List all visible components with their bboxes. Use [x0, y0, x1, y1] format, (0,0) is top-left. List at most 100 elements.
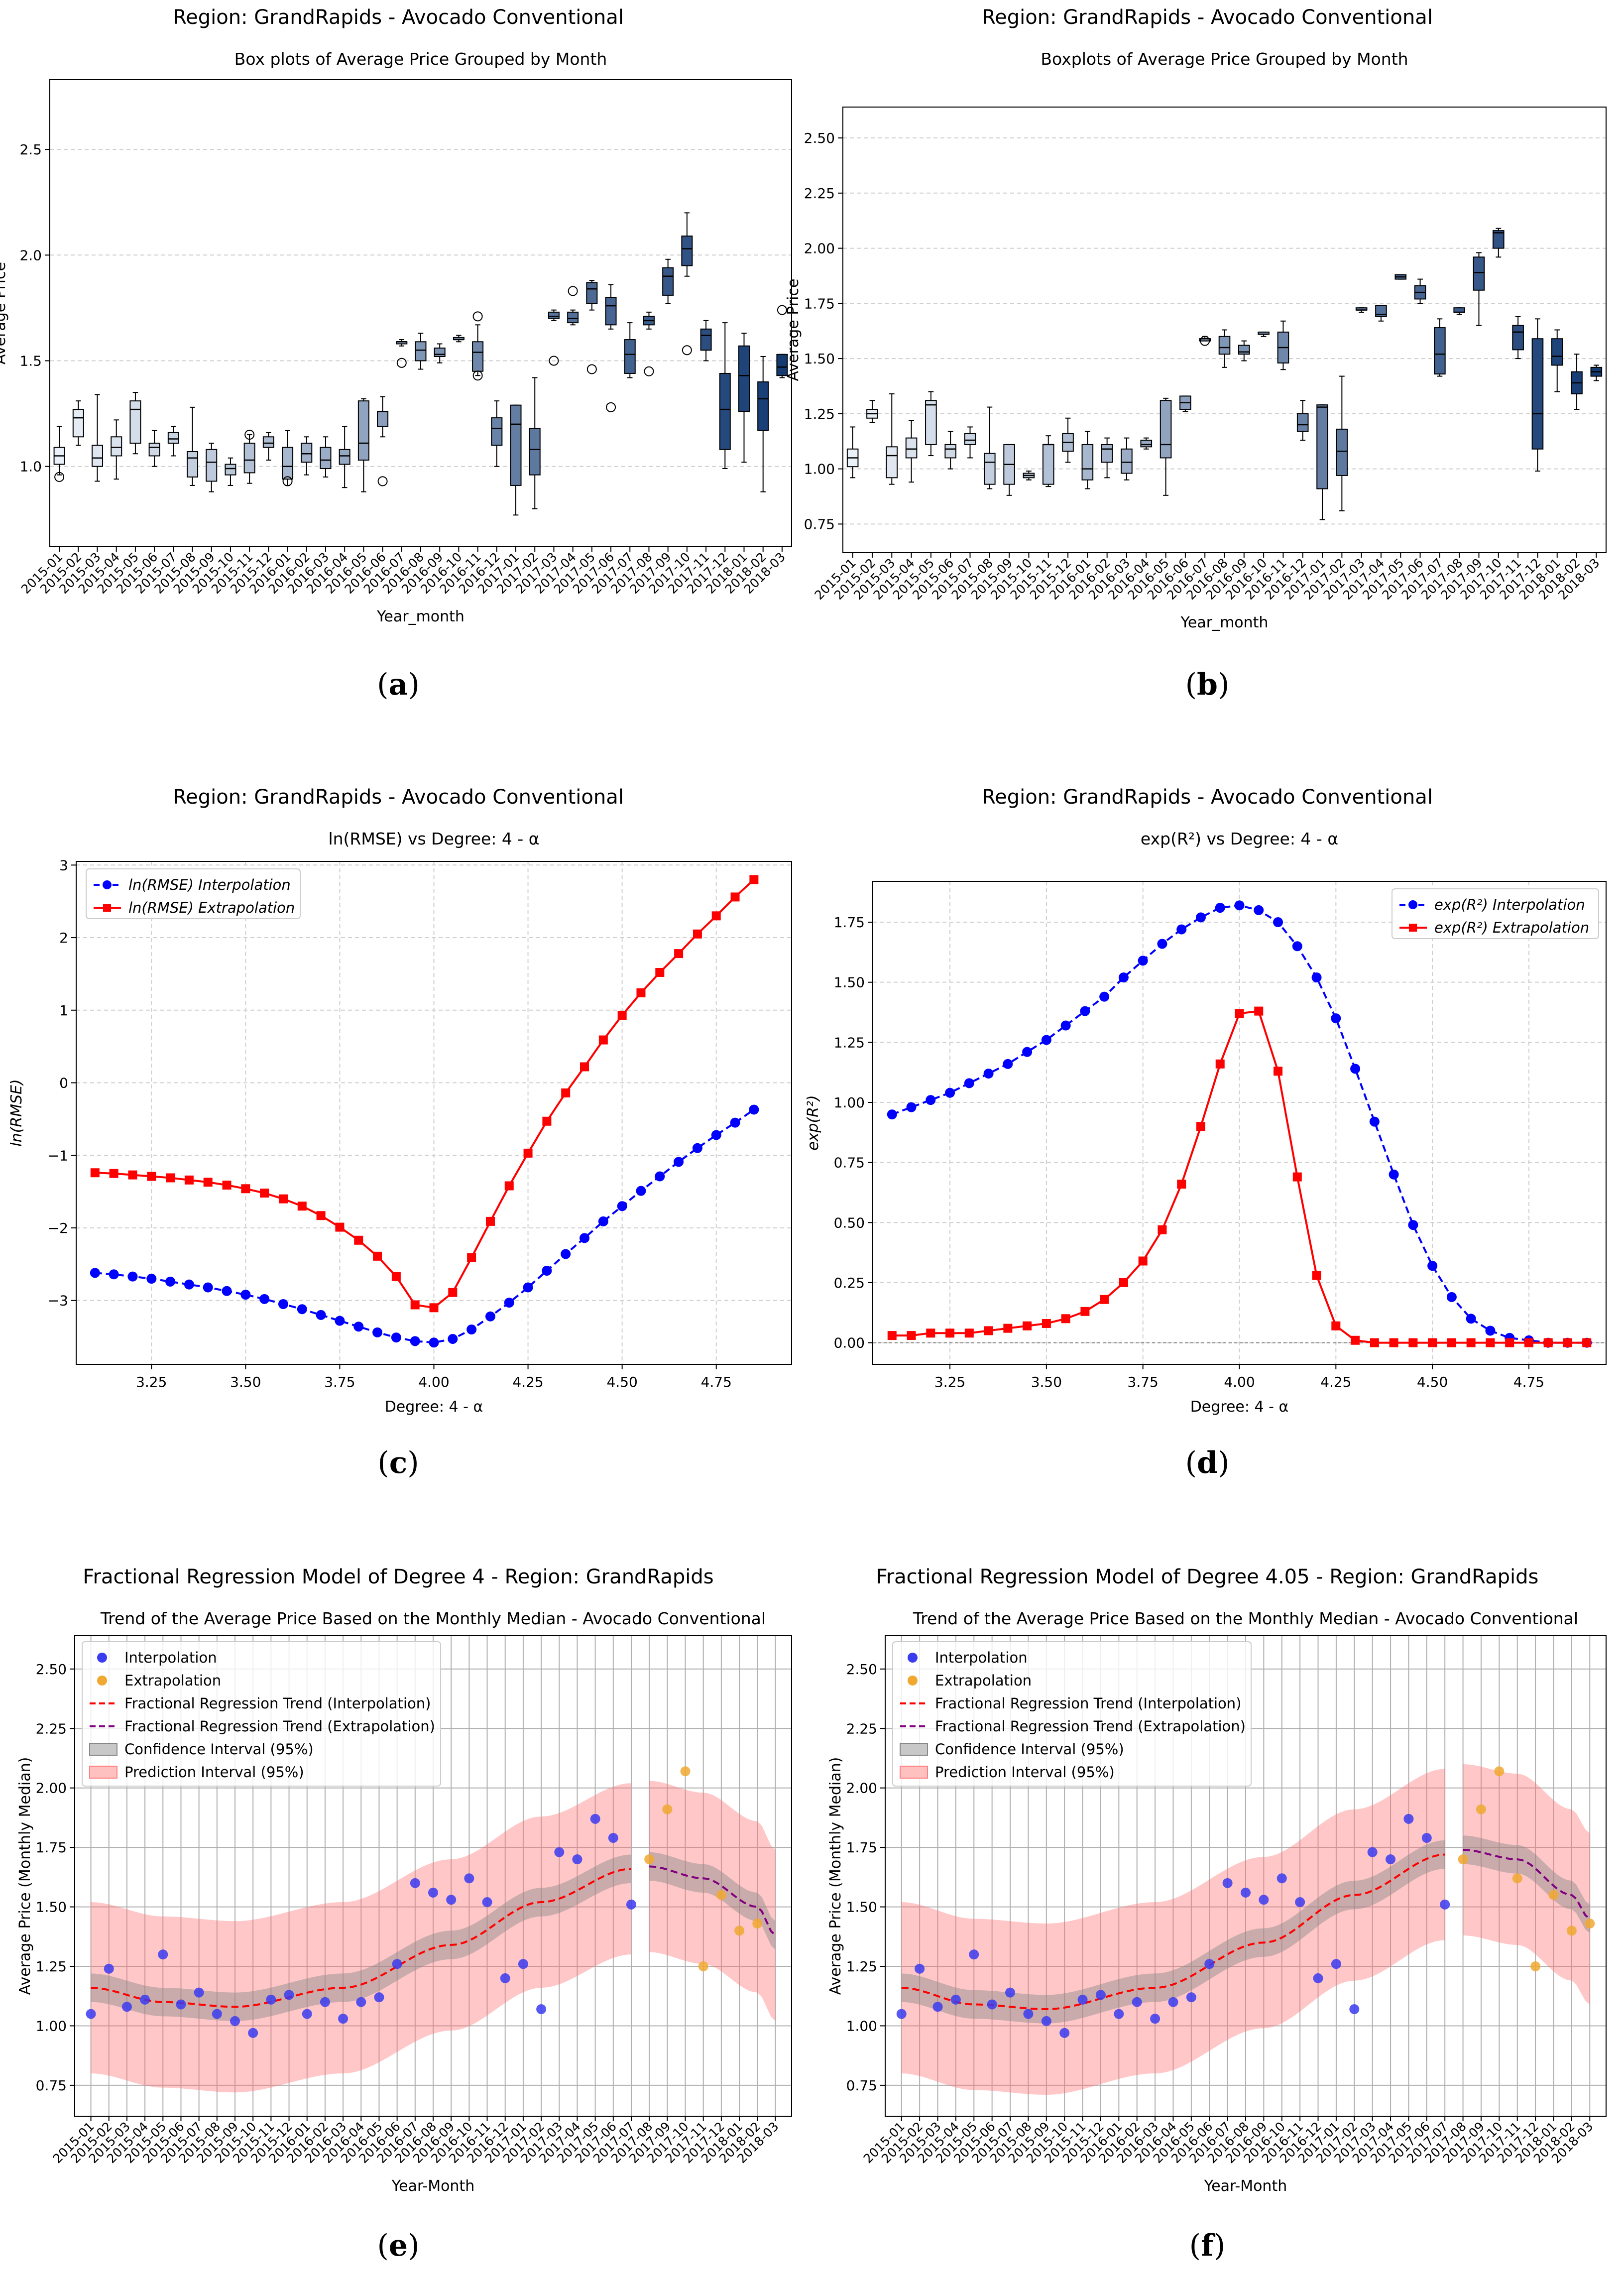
data-point: [1042, 1319, 1051, 1328]
legend-box: [86, 868, 301, 919]
data-point: [1273, 917, 1283, 928]
caption-letter: f: [1201, 2228, 1216, 2263]
panel-caption: (b): [1185, 667, 1230, 702]
chart-subtitle: exp(R²) vs Degree: 4 - α: [1141, 829, 1338, 848]
box-2016-11: [472, 341, 484, 372]
chart-panel-b: Region: GrandRapids - Avocado Convention…: [785, 6, 1607, 702]
data-point: [127, 1271, 138, 1282]
data-point: [1023, 1321, 1032, 1330]
legend-marker: [1408, 900, 1417, 909]
data-point: [674, 1157, 684, 1167]
legend-label: Confidence Interval (95%): [935, 1741, 1124, 1758]
interpolation-point: [932, 2002, 943, 2012]
extrapolation-point: [1585, 1919, 1595, 1929]
y-axis-label: Average Price: [0, 262, 9, 364]
legend-label: Extrapolation: [935, 1672, 1032, 1689]
data-point: [373, 1251, 382, 1261]
data-point: [1003, 1324, 1013, 1333]
data-point: [945, 1087, 955, 1098]
interpolation-point: [140, 1994, 150, 2005]
data-point: [203, 1282, 213, 1293]
x-tick-label: 4.50: [1417, 1374, 1448, 1390]
box-2016-04: [1140, 440, 1153, 448]
interpolation-point: [248, 2028, 258, 2038]
data-point: [128, 1170, 137, 1180]
series-line-interpolation: [892, 904, 1587, 1344]
data-point: [1292, 941, 1302, 952]
data-point: [1080, 1307, 1090, 1316]
box-2015-07: [167, 432, 179, 444]
data-point: [1041, 1035, 1051, 1045]
data-point: [391, 1332, 401, 1343]
interpolation-point: [1295, 1897, 1305, 1908]
interpolation-point: [1403, 1813, 1414, 1824]
box-2017-07: [624, 339, 636, 374]
data-point: [1369, 1116, 1380, 1127]
y-tick-label: 1.50: [36, 1899, 67, 1916]
data-point: [1446, 1292, 1457, 1302]
y-tick-label: 0.75: [846, 2077, 877, 2094]
data-point: [692, 1143, 702, 1153]
x-axis-label: Degree: 4 - α: [1190, 1398, 1289, 1416]
caption-open: (: [1185, 1446, 1197, 1480]
box-2016-09: [434, 348, 446, 358]
interpolation-point: [320, 1997, 330, 2007]
caption-close: ): [408, 667, 419, 702]
y-tick-label: −3: [48, 1293, 68, 1309]
chart-title: Region: GrandRapids - Avocado Convention…: [982, 6, 1433, 29]
plot-frame: [49, 79, 792, 547]
box-2017-02: [529, 428, 541, 476]
interpolation-point: [500, 1973, 510, 1983]
box-2015-07: [964, 433, 976, 445]
legend-swatch: [900, 1766, 928, 1779]
box-outlier: [472, 370, 483, 381]
data-point: [297, 1202, 307, 1211]
box-2017-02: [1336, 428, 1348, 476]
box-outlier: [396, 358, 407, 368]
extrapolation-point: [698, 1961, 708, 1972]
chart-title: Region: GrandRapids - Avocado Convention…: [173, 6, 624, 29]
data-point: [1447, 1338, 1456, 1347]
data-point: [1543, 1338, 1553, 1347]
x-tick-label: 3.25: [136, 1374, 167, 1390]
box-2016-04: [339, 449, 350, 465]
y-tick-label: 1.0: [19, 459, 42, 475]
interpolation-point: [230, 2016, 240, 2026]
legend-label: ln(RMSE) Interpolation: [128, 876, 291, 893]
box-2018-02: [757, 381, 769, 431]
data-point: [1138, 1256, 1148, 1266]
data-point: [580, 1062, 589, 1072]
caption-close: ): [1218, 667, 1229, 702]
interpolation-point: [1331, 1959, 1341, 1969]
box-2018-01: [738, 345, 750, 412]
data-point: [580, 1233, 590, 1243]
data-point: [636, 988, 646, 997]
box-2016-02: [1101, 444, 1113, 463]
extrapolation-point: [1458, 1854, 1468, 1865]
caption-open: (: [1189, 2228, 1201, 2263]
legend-marker: [97, 1653, 107, 1663]
extrapolation-point: [752, 1919, 763, 1929]
box-2016-08: [1218, 336, 1231, 355]
legend-label: Interpolation: [124, 1649, 217, 1666]
interpolation-point: [1005, 1987, 1016, 1998]
data-point: [1157, 939, 1167, 949]
legend-label: Fractional Regression Trend (Extrapolati…: [124, 1718, 435, 1735]
chart-panel-e: Fractional Regression Model of Degree 4 …: [16, 1566, 792, 2263]
data-point: [1138, 956, 1148, 966]
box-outlier: [777, 305, 787, 315]
interpolation-point: [284, 1990, 294, 2000]
data-point: [907, 1331, 916, 1340]
interpolation-point: [428, 1887, 438, 1898]
data-point: [166, 1173, 175, 1183]
x-tick-label: 4.75: [701, 1374, 732, 1390]
y-tick-label: 1.00: [846, 2018, 877, 2034]
data-point: [1196, 1122, 1205, 1131]
caption-close: ): [1214, 2228, 1225, 2263]
data-point: [1505, 1338, 1514, 1347]
box-outlier: [472, 311, 483, 322]
data-point: [372, 1327, 383, 1337]
interpolation-point: [608, 1833, 618, 1843]
extrapolation-point: [1530, 1961, 1541, 1972]
